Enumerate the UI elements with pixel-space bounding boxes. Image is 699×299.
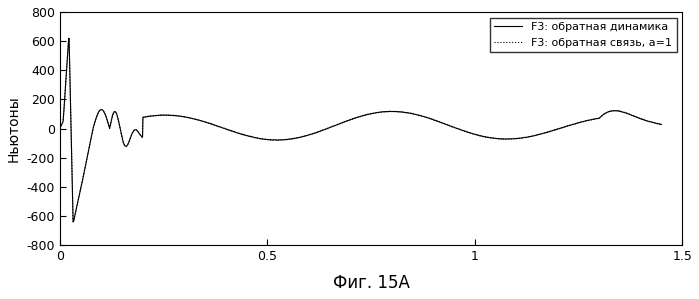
F3: обратная связь, а=1: (0.673, 31.9): обратная связь, а=1: (0.673, 31.9) [335, 122, 343, 126]
F3: обратная динамика: (0.0213, 619): обратная динамика: (0.0213, 619) [64, 36, 73, 40]
F3: обратная динамика: (0.647, 2.83): обратная динамика: (0.647, 2.83) [324, 126, 333, 130]
X-axis label: Фиг. 15А: Фиг. 15А [333, 274, 410, 292]
F3: обратная динамика: (0.173, -41.5): обратная динамика: (0.173, -41.5) [127, 133, 136, 136]
F3: обратная связь, а=1: (0.173, -38.6): обратная связь, а=1: (0.173, -38.6) [127, 132, 136, 136]
F3: обратная связь, а=1: (0.114, 58.9): обратная связь, а=1: (0.114, 58.9) [103, 118, 111, 122]
F3: обратная связь, а=1: (1.45, 28.3): обратная связь, а=1: (1.45, 28.3) [657, 123, 665, 126]
F3: обратная связь, а=1: (0.0319, -641): обратная связь, а=1: (0.0319, -641) [69, 220, 78, 224]
F3: обратная динамика: (1.45, 27.6): обратная динамика: (1.45, 27.6) [657, 123, 665, 126]
F3: обратная связь, а=1: (0.827, 112): обратная связь, а=1: (0.827, 112) [398, 110, 407, 114]
Y-axis label: Ньютоны: Ньютоны [7, 95, 21, 162]
F3: обратная связь, а=1: (0.647, 3.69): обратная связь, а=1: (0.647, 3.69) [324, 126, 333, 130]
F3: обратная связь, а=1: (0, 0.497): обратная связь, а=1: (0, 0.497) [56, 127, 64, 130]
F3: обратная динамика: (0.673, 31.8): обратная динамика: (0.673, 31.8) [335, 122, 343, 126]
F3: обратная динамика: (0.114, 57.5): обратная динамика: (0.114, 57.5) [103, 118, 111, 122]
F3: обратная динамика: (0.0319, -640): обратная динамика: (0.0319, -640) [69, 220, 78, 224]
Line: F3: обратная динамика: F3: обратная динамика [60, 38, 661, 222]
F3: обратная связь, а=1: (0.617, -30): обратная связь, а=1: (0.617, -30) [312, 131, 320, 135]
Legend: F3: обратная динамика, F3: обратная связь, а=1: F3: обратная динамика, F3: обратная связ… [490, 18, 677, 52]
F3: обратная динамика: (0.617, -29.3): обратная динамика: (0.617, -29.3) [312, 131, 320, 135]
F3: обратная динамика: (0.827, 112): обратная динамика: (0.827, 112) [398, 110, 407, 114]
F3: обратная связь, а=1: (0.0213, 619): обратная связь, а=1: (0.0213, 619) [64, 36, 73, 40]
F3: обратная динамика: (0, 0.389): обратная динамика: (0, 0.389) [56, 127, 64, 130]
Line: F3: обратная связь, а=1: F3: обратная связь, а=1 [60, 38, 661, 222]
